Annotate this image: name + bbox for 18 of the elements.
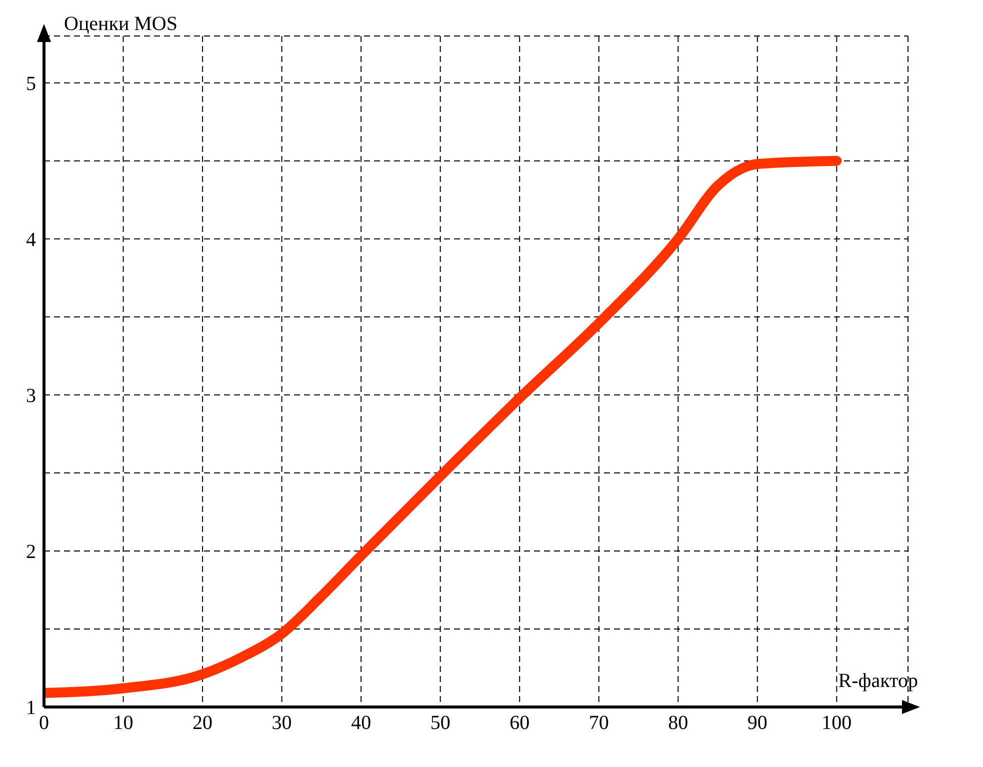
y-tick-label: 1 [26,697,36,720]
x-tick-label: 60 [510,712,530,734]
x-tick-label: 30 [272,712,292,734]
x-tick-label: 90 [747,712,768,734]
x-axis-title: R-фактор [838,670,918,692]
y-tick-label: 4 [26,228,36,251]
y-axis-title: Оценки MOS [64,13,178,35]
x-tick-label: 10 [113,712,134,734]
y-tick-label: 2 [26,541,36,564]
y-tick-label: 5 [26,72,36,95]
x-tick-label: 80 [668,712,688,734]
x-tick-label: 70 [588,712,609,734]
x-tick-label: 40 [351,712,372,734]
x-tick-label: 100 [822,712,852,734]
y-tick-label: 3 [26,385,36,408]
x-tick-label: 50 [430,712,450,734]
x-tick-label: 0 [39,712,49,734]
x-tick-label: 20 [192,712,213,734]
